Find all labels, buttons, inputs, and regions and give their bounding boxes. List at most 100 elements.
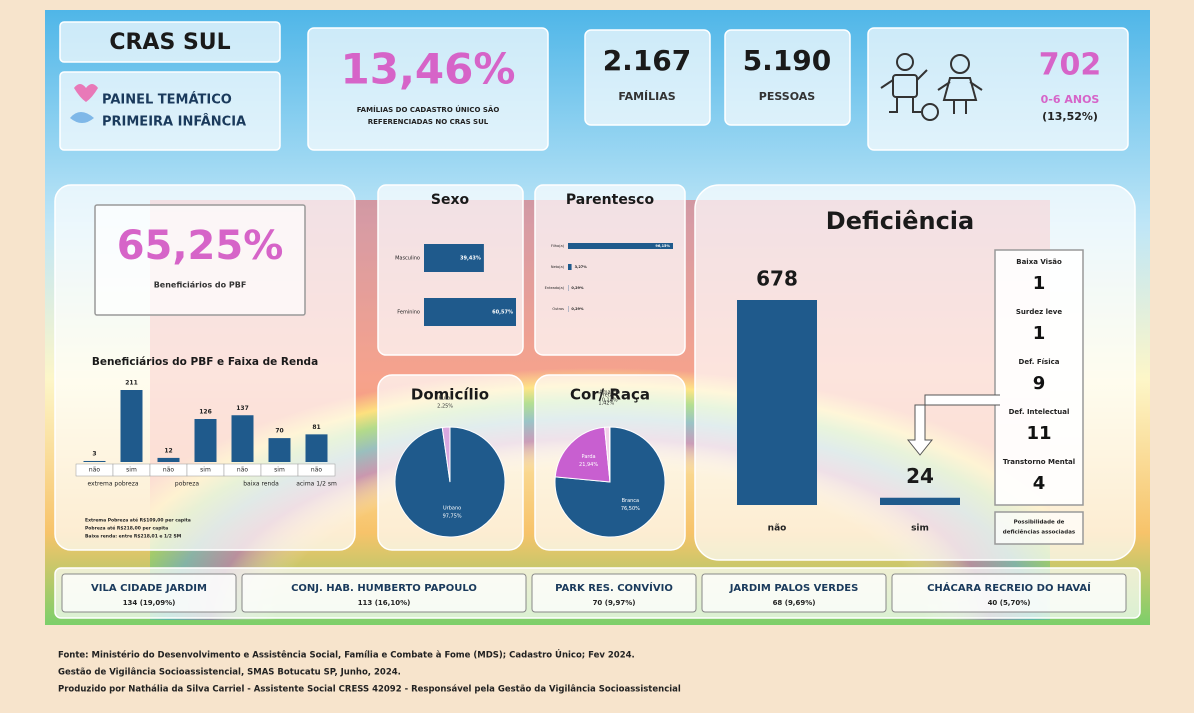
neighborhood-value: 70 (9,97%) [593, 599, 636, 607]
deficiency-name: Surdez leve [1016, 308, 1062, 316]
x-tick-label: não [163, 467, 174, 474]
slice-label: Parda [582, 454, 596, 460]
title: CRAS SUL [109, 30, 230, 55]
kpi-label: PESSOAS [759, 90, 815, 103]
deficiency-name: Transtorno Mental [1003, 458, 1075, 466]
x-tick-label: sim [126, 467, 137, 474]
bar [232, 415, 254, 462]
kpi-value: 65,25% [117, 223, 284, 269]
value-label: 137 [236, 405, 249, 412]
value-label: 0,29% [571, 286, 584, 290]
deficiency-count: 1 [1033, 273, 1046, 294]
x-tick-label: sim [911, 524, 929, 534]
slice-label: Urbano [443, 506, 461, 512]
slice-label: Amarela [599, 390, 620, 396]
group-label: extrema pobreza [87, 481, 138, 488]
group-label: pobreza [175, 481, 199, 488]
chart-title: Deficiência [826, 207, 974, 235]
footer-line: Fonte: Ministério do Desenvolvimento e A… [58, 649, 635, 661]
kpi-label: REFERENCIADAS NO CRAS SUL [368, 118, 489, 126]
neighborhood-value: 113 (16,10%) [358, 599, 411, 607]
neighborhood-value: 68 (9,69%) [773, 599, 816, 607]
note: Possibilidade de [1014, 520, 1065, 526]
note: Baixa renda: entre R$218,01 e 1/2 SM [85, 534, 182, 540]
slice-label: Rural [439, 396, 452, 402]
neighborhood-name: CONJ. HAB. HUMBERTO PAPOULO [291, 583, 477, 594]
kpi-label: 0-6 ANOS [1041, 93, 1100, 106]
neighborhood-name: PARK RES. CONVÍVIO [555, 581, 673, 594]
bar [269, 438, 291, 462]
bar [121, 390, 143, 462]
deficiency-count: 1 [1033, 323, 1046, 344]
value-label: 3,27% [575, 265, 588, 269]
neighborhood-name: VILA CIDADE JARDIM [91, 583, 207, 594]
bar [84, 461, 106, 462]
deficiency-name: Baixa Visão [1016, 258, 1062, 266]
slice-label: Branca [622, 498, 640, 504]
neighborhood-value: 134 (19,09%) [123, 599, 176, 607]
deficiency-name: Def. Intelectual [1009, 408, 1070, 416]
y-tick-label: Enteado(a) [545, 286, 565, 290]
slice-value: 0,14% [602, 398, 618, 404]
y-tick-label: Outros [552, 307, 564, 311]
neighborhood-name: CHÁCARA RECREIO DO HAVAÍ [927, 581, 1091, 594]
x-tick-label: não [237, 467, 248, 474]
value-label: 81 [312, 424, 320, 431]
y-tick-label: Feminino [397, 310, 420, 316]
bar [195, 419, 217, 462]
page: CRAS SUL PAINEL TEMÁTICO PRIMEIRA INFÂNCIA… [0, 0, 1194, 713]
bar [880, 498, 960, 505]
infographic: CRAS SUL PAINEL TEMÁTICO PRIMEIRA INFÂNCIA… [0, 0, 1194, 713]
deficiency-count: 4 [1033, 473, 1046, 494]
bar [737, 300, 817, 505]
kpi-value: 2.167 [603, 44, 692, 77]
kpi-label: FAMÍLIAS DO CADASTRO ÚNICO SÃO [357, 105, 500, 114]
value-label: 60,57% [492, 310, 513, 316]
kpi-value: 5.190 [743, 44, 832, 77]
footer-line: Produzido por Nathália da Silva Carriel … [58, 685, 681, 695]
note: deficiências associadas [1003, 529, 1076, 536]
kpi-label: FAMÍLIAS [618, 90, 675, 103]
deficiency-count: 9 [1033, 373, 1046, 394]
kpi-label: (13,52%) [1042, 110, 1098, 123]
chart-title: Parentesco [566, 192, 655, 208]
group-label: baixa renda [243, 481, 279, 488]
y-tick-label: Neto(a) [551, 265, 565, 269]
deficiency-name: Def. Física [1019, 358, 1060, 366]
slice-value: 2,25% [437, 404, 453, 410]
deficiency-count: 11 [1026, 423, 1051, 444]
subtitle: PAINEL TEMÁTICO [102, 92, 232, 108]
value-label: 12 [164, 447, 172, 454]
neighborhood-name: JARDIM PALOS VERDES [729, 583, 859, 594]
bar [306, 434, 328, 462]
bar [568, 264, 572, 270]
y-tick-label: Masculino [395, 256, 420, 262]
value-label: 39,43% [460, 256, 481, 262]
note: Pobreza até R$218,00 per capita [85, 525, 168, 532]
value-label: 126 [199, 409, 212, 416]
note: Extrema Pobreza até R$109,00 per capita [85, 517, 191, 524]
x-tick-label: não [311, 467, 322, 474]
slice-value: 97,75% [443, 514, 462, 520]
subtitle: PRIMEIRA INFÂNCIA [102, 114, 246, 130]
footer-line: Gestão de Vigilância Socioassistencial, … [58, 668, 401, 678]
value-label: 678 [756, 267, 798, 291]
x-tick-label: sim [274, 467, 285, 474]
x-tick-label: não [768, 524, 787, 534]
value-label: 96,15% [655, 244, 670, 248]
x-tick-label: não [89, 467, 100, 474]
kpi-value: 702 [1039, 48, 1102, 83]
bar [158, 458, 180, 462]
group-label: acima 1/2 sm [296, 481, 337, 488]
x-tick-label: sim [200, 467, 211, 474]
chart-title: Beneficiários do PBF e Faixa de Renda [92, 356, 318, 368]
value-label: 24 [906, 464, 934, 488]
value-label: 0,29% [571, 307, 584, 311]
slice-value: 21,94% [579, 462, 598, 468]
value-label: 3 [92, 450, 96, 457]
slice-value: 76,50% [621, 506, 640, 512]
kpi-label: Beneficiários do PBF [154, 281, 247, 290]
value-label: 70 [275, 428, 283, 435]
neighborhood-value: 40 (5,70%) [988, 599, 1031, 607]
value-label: 211 [125, 380, 138, 387]
